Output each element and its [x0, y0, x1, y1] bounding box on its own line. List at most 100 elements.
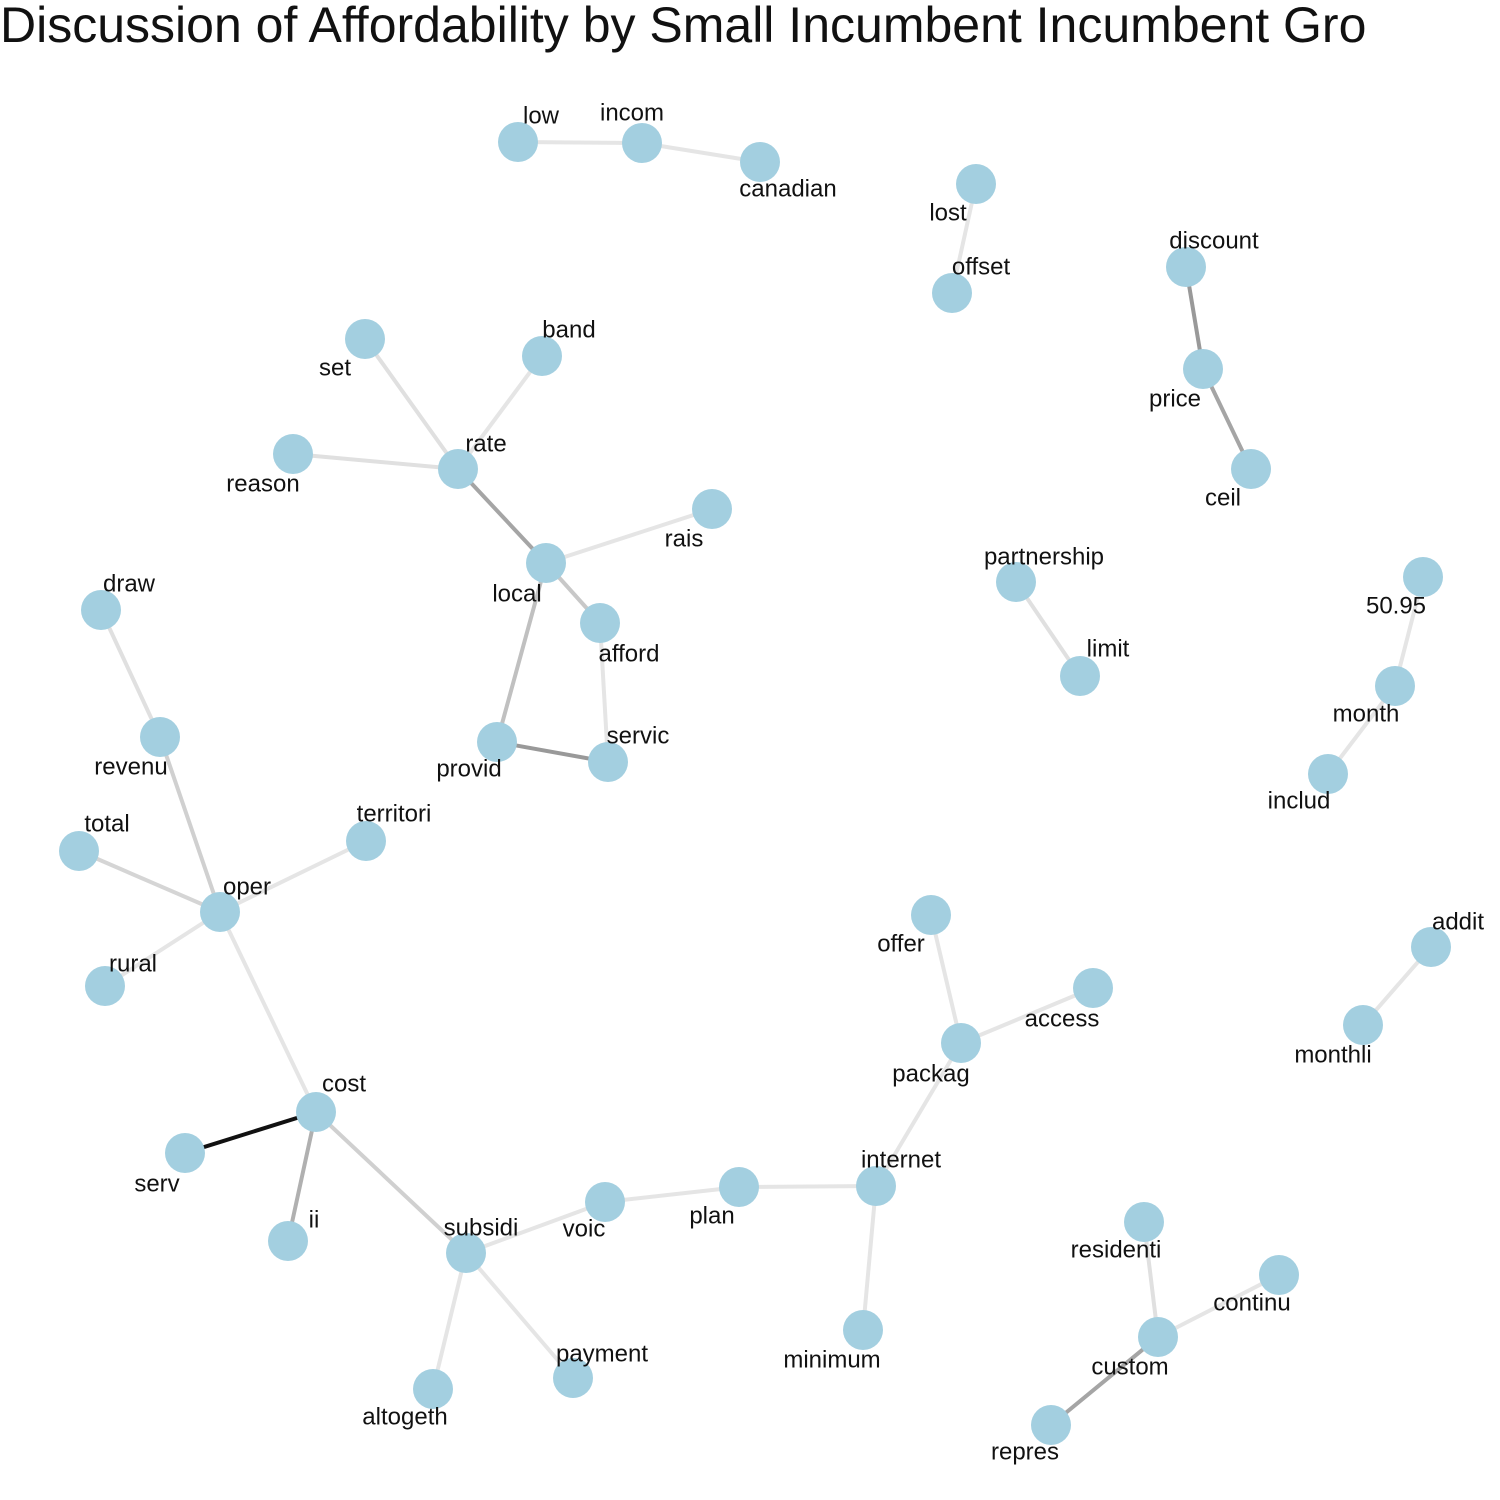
node-cost [296, 1092, 336, 1132]
node-afford [580, 603, 620, 643]
node-month [1375, 666, 1415, 706]
node-label-payment: payment [556, 1340, 648, 1367]
edge-custom-repres [1049, 1335, 1160, 1427]
edge-packag-access [959, 986, 1095, 1045]
node-ii [268, 1221, 308, 1261]
node-label-price: price [1149, 385, 1201, 412]
node-internet [856, 1166, 896, 1206]
node-monthli [1343, 1005, 1383, 1045]
node-label-access: access [1025, 1005, 1100, 1032]
edge-draw-revenu [99, 608, 162, 739]
nodes-layer [59, 122, 1451, 1445]
node-subsidi [446, 1233, 486, 1273]
node-includ [1308, 754, 1348, 794]
node-label-rais: rais [665, 525, 704, 552]
node-label-limit: limit [1087, 635, 1130, 662]
edge-internet-packag [874, 1041, 963, 1188]
node-offset [932, 273, 972, 313]
edge-afford-servic [598, 621, 610, 764]
node-label-residenti: residenti [1071, 1236, 1162, 1263]
node-label-oper: oper [223, 873, 271, 900]
node-label-repres: repres [991, 1438, 1059, 1465]
node-label-draw: draw [103, 570, 156, 597]
node-repres [1031, 1405, 1071, 1445]
node-minimum [843, 1310, 883, 1350]
node-label-continu: continu [1213, 1289, 1290, 1316]
node-label-50.95: 50.95 [1366, 592, 1426, 619]
node-altogeth [413, 1369, 453, 1409]
edge-set-rate [363, 337, 460, 471]
edge-rate-local [456, 467, 548, 565]
node-label-servic: servic [607, 722, 670, 749]
node-label-territori: territori [357, 800, 432, 827]
node-lost [956, 164, 996, 204]
edge-low-incom [516, 140, 644, 145]
node-packag [941, 1023, 981, 1063]
node-label-packag: packag [892, 1060, 969, 1087]
edge-cost-serv [183, 1110, 318, 1155]
node-incom [622, 123, 662, 163]
node-label-internet: internet [861, 1146, 941, 1173]
node-label-plan: plan [689, 1202, 734, 1229]
node-price [1183, 349, 1223, 389]
node-label-month: month [1333, 700, 1400, 727]
node-total [59, 831, 99, 871]
node-draw [81, 590, 121, 630]
edge-plan-internet [737, 1184, 878, 1189]
node-continu [1259, 1255, 1299, 1295]
node-label-addit: addit [1432, 908, 1484, 935]
edge-total-oper [77, 849, 222, 914]
node-label-afford: afford [599, 640, 660, 667]
node-limit [1060, 656, 1100, 696]
node-rate [438, 449, 478, 489]
node-discount [1166, 247, 1206, 287]
node-label-incom: incom [600, 99, 664, 126]
edge-cost-subsidi [314, 1110, 468, 1255]
node-local [526, 543, 566, 583]
node-label-rate: rate [465, 430, 506, 457]
node-label-subsidi: subsidi [444, 1214, 519, 1241]
node-label-cost: cost [322, 1070, 366, 1097]
node-addit [1411, 927, 1451, 967]
node-servic [588, 742, 628, 782]
node-reason [273, 434, 313, 474]
node-label-set: set [319, 354, 351, 381]
node-plan [719, 1167, 759, 1207]
node-label-lost: lost [929, 199, 967, 226]
edge-territori-oper [218, 839, 368, 914]
edge-subsidi-altogeth [431, 1251, 468, 1391]
edge-packag-offer [929, 913, 963, 1045]
node-label-provid: provid [436, 755, 501, 782]
node-residenti [1124, 1202, 1164, 1242]
node-offer [911, 895, 951, 935]
node-territori [346, 821, 386, 861]
node-partnership [996, 562, 1036, 602]
labels-layer: low incom canadian lost offset discount price c… [84, 99, 1484, 1465]
chart-title: Discussion of Affordability by Small Inc… [0, 0, 1367, 53]
node-label-total: total [84, 810, 129, 837]
node-label-reason: reason [226, 470, 299, 497]
edge-local-rais [544, 507, 714, 565]
edge-cost-ii [286, 1110, 318, 1243]
node-label-offer: offer [877, 930, 925, 957]
node-label-altogeth: altogeth [362, 1403, 447, 1430]
node-label-includ: includ [1268, 787, 1331, 814]
edge-oper-cost [218, 910, 318, 1114]
node-low [498, 122, 538, 162]
node-canadian [740, 142, 780, 182]
node-label-custom: custom [1091, 1353, 1168, 1380]
node-voic [585, 1182, 625, 1222]
edge-revenu-oper [158, 735, 222, 914]
edge-voic-plan [603, 1185, 741, 1204]
node-label-voic: voic [563, 1215, 606, 1242]
node-label-local: local [492, 580, 541, 607]
node-label-partnership: partnership [984, 543, 1104, 570]
edge-local-provid [495, 561, 548, 744]
edge-internet-minimum [861, 1184, 878, 1332]
edge-rural-oper [103, 910, 222, 988]
node-serv [165, 1133, 205, 1173]
node-rais [692, 489, 732, 529]
node-rural [85, 966, 125, 1006]
node-payment [553, 1358, 593, 1398]
node-50.95 [1403, 557, 1443, 597]
